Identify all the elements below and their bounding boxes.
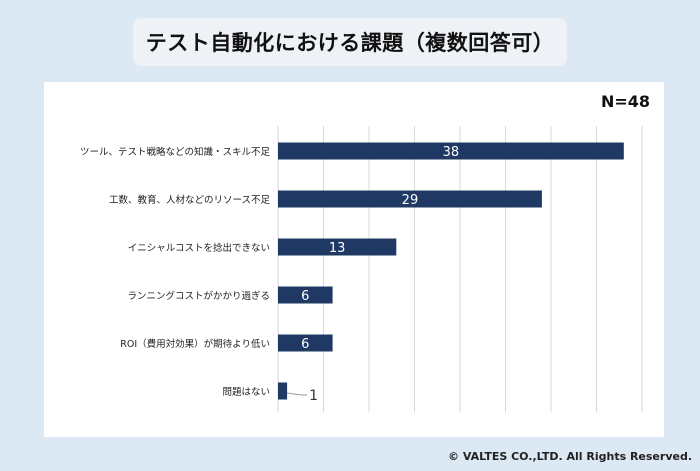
data-label: 29 (402, 193, 419, 208)
category-label: 問題はない (222, 387, 270, 398)
bar (278, 382, 288, 400)
data-label: 6 (301, 337, 309, 352)
title-box: テスト自動化における課題（複数回答可） (133, 18, 567, 66)
category-label: ランニングコストがかかり過ぎる (127, 290, 270, 302)
category-label: イニシャルコストを捻出できない (128, 242, 270, 254)
copyright-text: © VALTES CO.,LTD. All Rights Reserved. (448, 450, 692, 463)
leader-line (287, 392, 308, 396)
bar (278, 238, 397, 256)
data-label: 38 (443, 145, 460, 160)
bar (278, 334, 333, 352)
category-label: 工数、教育、人材などのリソース不足 (109, 194, 271, 206)
data-label: 1 (309, 388, 318, 404)
chart-panel: N=48 ツール、テスト戦略などの知識・スキル不足 38 工数、教育、人材などのリソ… (44, 82, 664, 437)
bar (278, 286, 333, 304)
bar (278, 190, 542, 208)
data-label: 13 (329, 241, 346, 256)
chart-title: テスト自動化における課題（複数回答可） (145, 31, 555, 55)
bar (278, 142, 624, 160)
category-label: ツール、テスト戦略などの知識・スキル不足 (80, 146, 271, 158)
bar-chart: ツール、テスト戦略などの知識・スキル不足 38 工数、教育、人材などのリソース不足 2… (80, 126, 643, 412)
data-label: 6 (301, 289, 309, 304)
sample-size-label: N=48 (600, 92, 650, 111)
category-label: ROI（費用対効果）が期待より低い (120, 338, 270, 350)
